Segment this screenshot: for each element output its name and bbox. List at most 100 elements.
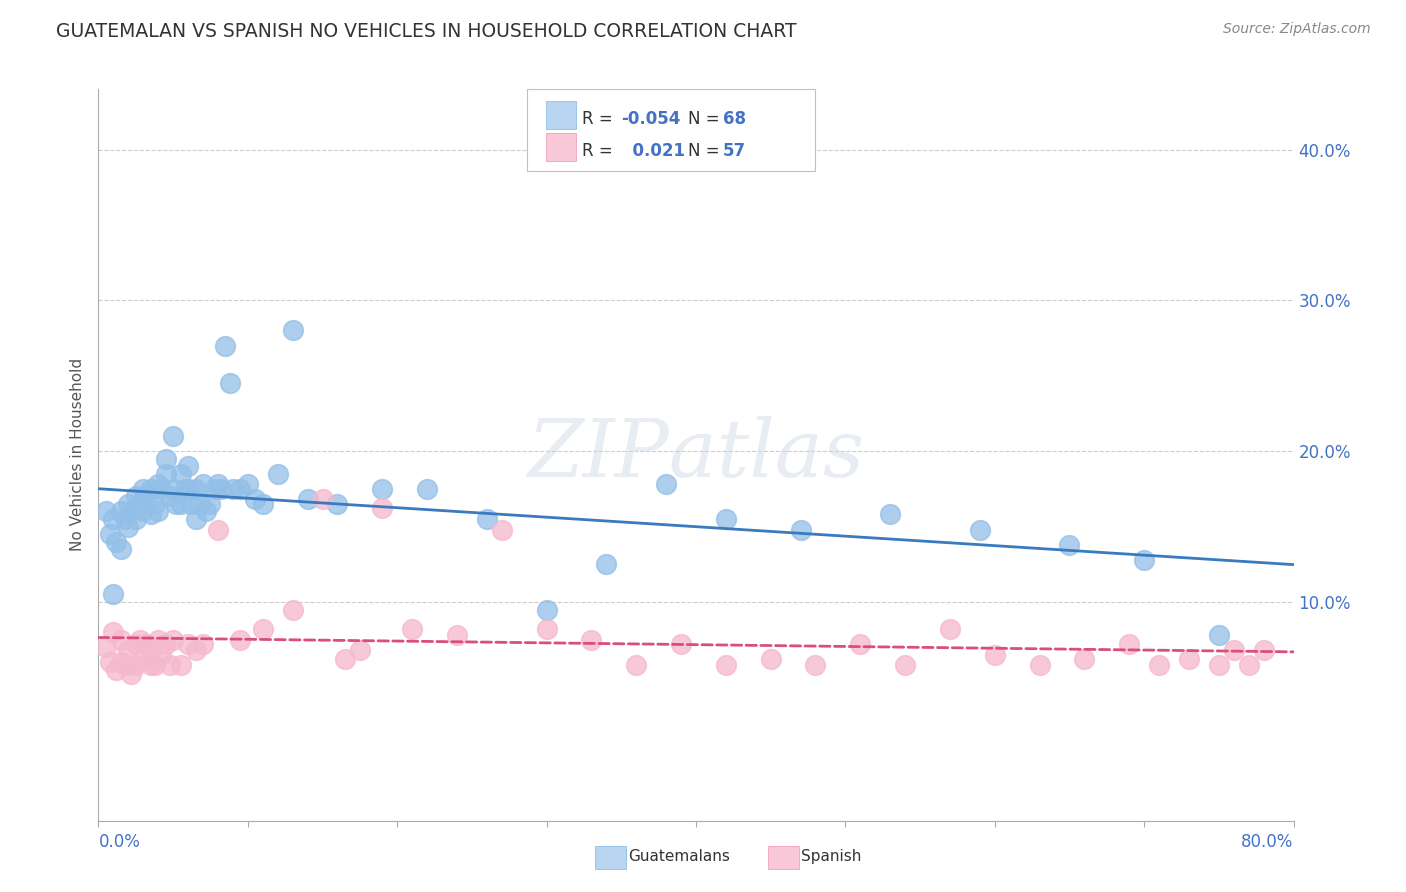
Point [169,467,191,481]
Point [184,512,207,526]
Point [804,658,827,673]
Point [125,637,148,651]
Point [177,637,200,651]
Point [416,482,439,496]
Point [159,658,181,673]
Point [184,643,207,657]
Point [1118,637,1140,651]
Point [117,519,139,533]
Point [188,497,211,511]
Point [1253,643,1275,657]
Point [267,467,290,481]
Point [894,658,917,673]
Point [222,482,245,496]
Point [139,643,162,657]
Point [252,497,274,511]
Text: Spanish: Spanish [801,849,862,863]
Point [219,376,242,391]
Point [114,658,136,673]
Point [150,648,173,662]
Text: Source: ZipAtlas.com: Source: ZipAtlas.com [1223,22,1371,37]
Point [401,622,423,636]
Point [349,643,371,657]
Text: R =: R = [582,142,619,160]
Point [326,497,349,511]
Point [229,632,252,647]
Point [165,497,187,511]
Point [245,492,267,507]
Point [1237,658,1260,673]
Point [595,558,617,572]
Point [132,652,155,666]
Point [120,667,142,681]
Point [581,632,603,647]
Point [714,512,737,526]
Point [162,429,184,443]
Point [148,504,170,518]
Point [281,324,304,338]
Point [162,482,184,496]
Point [1147,658,1170,673]
Point [139,508,162,522]
Y-axis label: No Vehicles in Household: No Vehicles in Household [69,359,84,551]
Text: ZIP​atlas: ZIP​atlas [527,417,865,493]
Point [204,482,226,496]
Point [1223,643,1246,657]
Point [214,338,236,352]
Text: 57: 57 [723,142,745,160]
Point [626,658,648,673]
Point [132,504,155,518]
Text: R =: R = [582,110,619,128]
Point [939,622,962,636]
Point [177,482,200,496]
Point [195,504,218,518]
Point [143,497,166,511]
Text: GUATEMALAN VS SPANISH NO VEHICLES IN HOUSEHOLD CORRELATION CHART: GUATEMALAN VS SPANISH NO VEHICLES IN HOU… [56,22,797,41]
Point [117,643,139,657]
Point [1028,658,1050,673]
Point [281,602,304,616]
Point [110,504,132,518]
Point [117,497,139,511]
Point [169,497,191,511]
Point [371,501,394,516]
Point [669,637,692,651]
Point [984,648,1007,662]
Point [125,512,148,526]
Point [236,477,259,491]
Point [536,622,558,636]
Point [1073,652,1095,666]
Point [139,482,162,496]
Point [475,512,498,526]
Point [125,489,148,503]
Point [191,637,214,651]
Text: Guatemalans: Guatemalans [628,849,730,863]
Point [105,663,128,677]
Point [655,477,678,491]
Point [110,542,132,557]
Point [207,477,229,491]
Point [120,504,142,518]
Point [162,632,184,647]
Point [103,587,125,601]
Point [135,489,157,503]
Point [125,658,148,673]
Point [879,508,901,522]
Text: 68: 68 [723,110,745,128]
Point [229,482,252,496]
Point [1208,658,1230,673]
Point [759,652,782,666]
Point [103,512,125,526]
Text: 80.0%: 80.0% [1241,833,1294,851]
Point [139,658,162,673]
Point [98,527,122,541]
Point [129,497,152,511]
Point [110,632,132,647]
Point [177,459,200,474]
Point [94,640,117,655]
Text: N =: N = [688,110,724,128]
Point [143,658,166,673]
Point [969,523,991,537]
Point [148,632,170,647]
Point [135,637,157,651]
